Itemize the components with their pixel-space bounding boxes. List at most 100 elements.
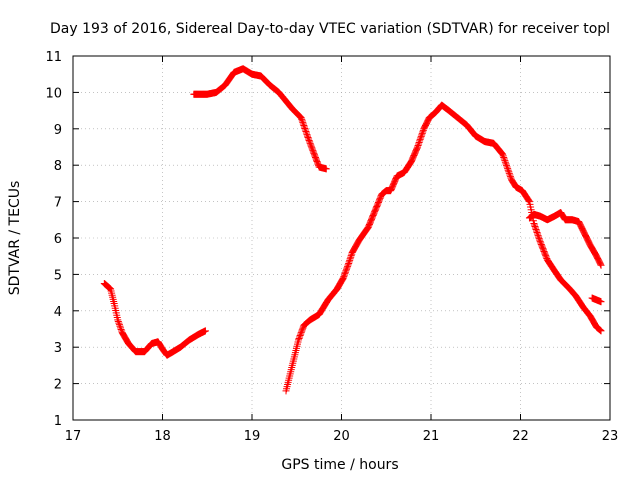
data-point — [345, 258, 353, 266]
data-point — [307, 141, 315, 149]
x-tick-label: 19 — [244, 429, 261, 444]
data-point — [300, 123, 308, 131]
data-point — [344, 261, 352, 269]
data-point — [301, 126, 309, 134]
series-arc-5 — [588, 294, 605, 306]
data-point — [417, 134, 425, 142]
y-tick-label: 7 — [54, 196, 62, 211]
data-point — [506, 173, 514, 181]
y-tick-label: 9 — [54, 123, 62, 138]
series-arc-2 — [190, 65, 330, 173]
data-point — [535, 235, 543, 243]
data-point — [117, 325, 125, 333]
data-point — [302, 128, 310, 136]
data-point — [500, 155, 508, 163]
x-tick-label: 23 — [602, 429, 619, 444]
y-tick-label: 5 — [54, 268, 62, 283]
x-tick-label: 21 — [423, 429, 440, 444]
data-point — [505, 169, 513, 177]
data-point — [341, 268, 349, 276]
data-point — [344, 262, 352, 270]
data-point — [339, 274, 347, 282]
x-axis-label: GPS time / hours — [281, 457, 398, 473]
data-point — [299, 118, 307, 126]
data-point — [341, 270, 349, 278]
data-point — [597, 327, 605, 335]
data-point — [345, 259, 353, 267]
data-point — [322, 165, 330, 173]
data-point — [115, 321, 123, 329]
data-point — [414, 141, 422, 149]
data-point — [305, 136, 313, 144]
data-point — [415, 140, 423, 148]
data-point — [592, 250, 600, 258]
chart-title: Day 193 of 2016, Sidereal Day-to-day VTE… — [50, 21, 610, 37]
data-point — [302, 129, 310, 137]
data-point — [406, 159, 414, 167]
data-point — [304, 134, 312, 142]
data-point — [303, 132, 311, 140]
data-point — [297, 329, 305, 337]
data-point — [533, 229, 541, 237]
data-point — [297, 114, 305, 122]
y-tick-label: 3 — [54, 341, 62, 356]
data-point — [298, 115, 306, 123]
data-point — [346, 255, 354, 263]
data-point — [597, 298, 605, 306]
data-point — [505, 168, 513, 176]
data-point — [299, 324, 307, 332]
data-point — [524, 196, 532, 204]
data-point — [534, 232, 542, 240]
data-point — [534, 230, 542, 238]
series-arc-4 — [525, 209, 605, 269]
data-point — [296, 333, 304, 341]
data-point — [306, 139, 314, 147]
data-point — [506, 171, 514, 179]
x-tick-label: 18 — [154, 429, 171, 444]
data-point — [297, 330, 305, 338]
data-point — [301, 124, 309, 132]
data-point — [201, 327, 209, 335]
data-series — [100, 65, 605, 395]
data-point — [346, 256, 354, 264]
data-point — [525, 197, 533, 205]
data-point — [115, 319, 123, 327]
data-point — [296, 332, 304, 340]
data-point — [500, 153, 508, 161]
data-point — [347, 252, 355, 260]
data-point — [340, 271, 348, 279]
data-point — [501, 157, 509, 165]
data-point — [114, 316, 122, 324]
data-point — [116, 322, 124, 330]
data-point — [504, 166, 512, 174]
data-point — [418, 129, 426, 137]
y-tick-label: 8 — [54, 159, 62, 174]
data-point — [117, 324, 125, 332]
series-arc-3 — [282, 101, 605, 395]
data-point — [530, 219, 538, 227]
data-point — [307, 142, 315, 150]
y-axis-label: SDTVAR / TECUs — [7, 181, 23, 296]
data-point — [303, 131, 311, 139]
y-tick-label: 4 — [54, 305, 62, 320]
data-point — [502, 160, 510, 168]
data-point — [416, 135, 424, 143]
data-point — [295, 334, 303, 342]
data-point — [503, 163, 511, 171]
data-point — [343, 264, 351, 272]
series-arc-1 — [100, 280, 209, 359]
data-point — [532, 226, 540, 234]
x-tick-label: 17 — [65, 429, 82, 444]
y-tick-label: 11 — [45, 50, 62, 65]
data-point — [114, 317, 122, 325]
data-point — [415, 138, 423, 146]
data-point — [536, 236, 544, 244]
data-point — [535, 233, 543, 241]
data-point — [338, 276, 346, 284]
data-point — [347, 253, 355, 261]
y-tick-label: 10 — [45, 86, 62, 101]
data-point — [498, 149, 506, 157]
data-point — [530, 221, 538, 229]
data-point — [596, 260, 604, 268]
